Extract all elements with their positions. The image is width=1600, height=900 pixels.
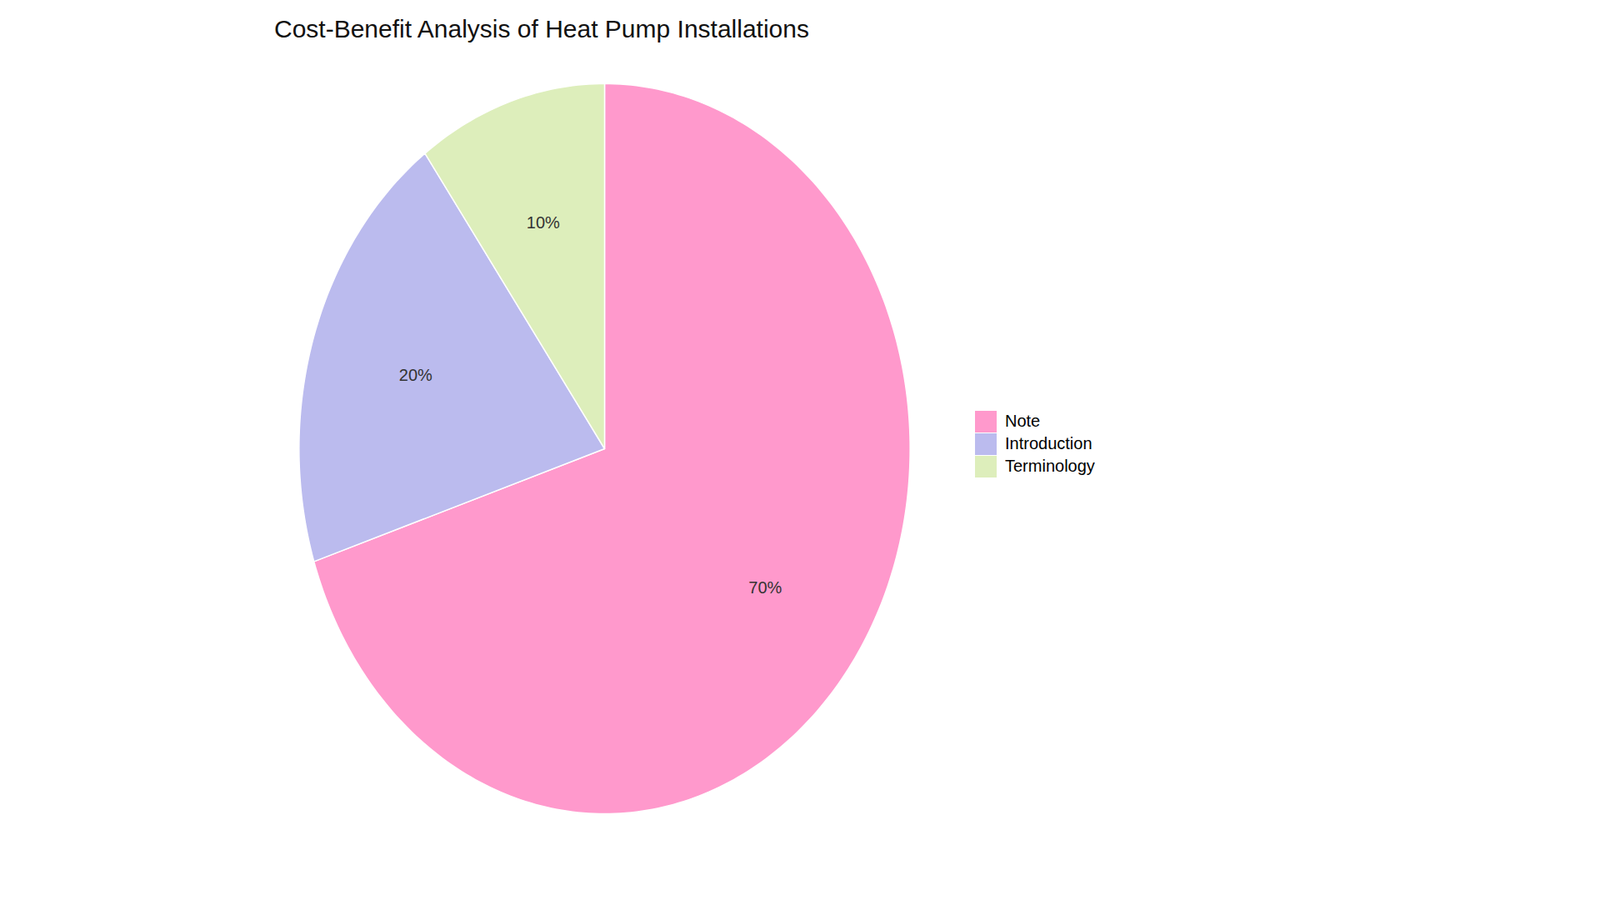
svg-text:70%: 70% <box>748 578 782 597</box>
svg-text:20%: 20% <box>399 365 433 385</box>
html-text:Terminology: Terminology <box>1005 456 1095 475</box>
svg-text:10%: 10% <box>526 213 560 232</box>
html-text:Introduction: Introduction <box>1005 434 1093 453</box>
html-text:Cost-Benefit Analysis of Heat: Cost-Benefit Analysis of Heat Pump Insta… <box>274 15 810 43</box>
html-text:Note: Note <box>1005 411 1041 430</box>
